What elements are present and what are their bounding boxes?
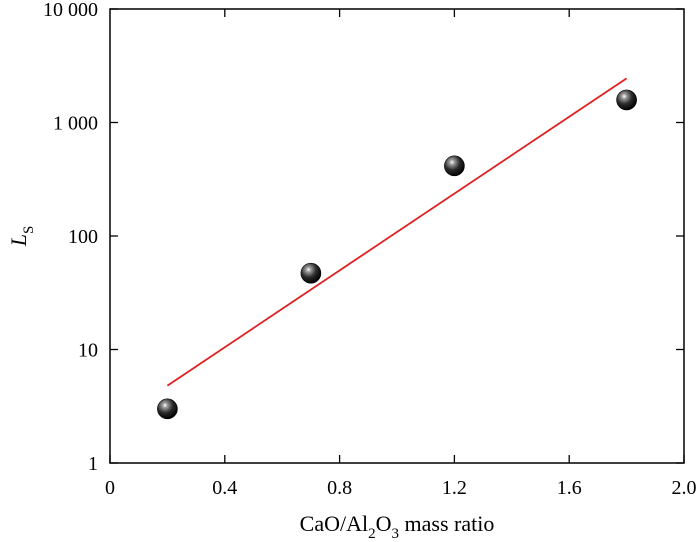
data-point	[300, 262, 322, 284]
x-tick-label: 0.8	[327, 477, 352, 499]
x-tick-label: 0.4	[212, 477, 237, 499]
data-point	[616, 89, 637, 111]
data-point	[157, 398, 178, 420]
y-tick-label: 1 000	[53, 113, 98, 135]
x-tick-label: 2.0	[672, 477, 697, 499]
x-tick-label: 1.6	[557, 477, 582, 499]
y-tick-label: 10	[78, 340, 98, 362]
x-tick-label: 1.2	[442, 477, 467, 499]
x-axis-title: CaO/Al2O3 mass ratio	[300, 511, 495, 542]
data-point	[444, 155, 465, 177]
fit-line	[166, 77, 628, 387]
plot-frame	[109, 8, 685, 464]
y-tick-label: 100	[68, 226, 98, 248]
x-tick-label: 0	[105, 477, 115, 499]
y-axis-title: LS	[6, 226, 37, 248]
y-tick-label: 1	[88, 453, 98, 475]
y-tick-label: 10 000	[43, 0, 98, 21]
